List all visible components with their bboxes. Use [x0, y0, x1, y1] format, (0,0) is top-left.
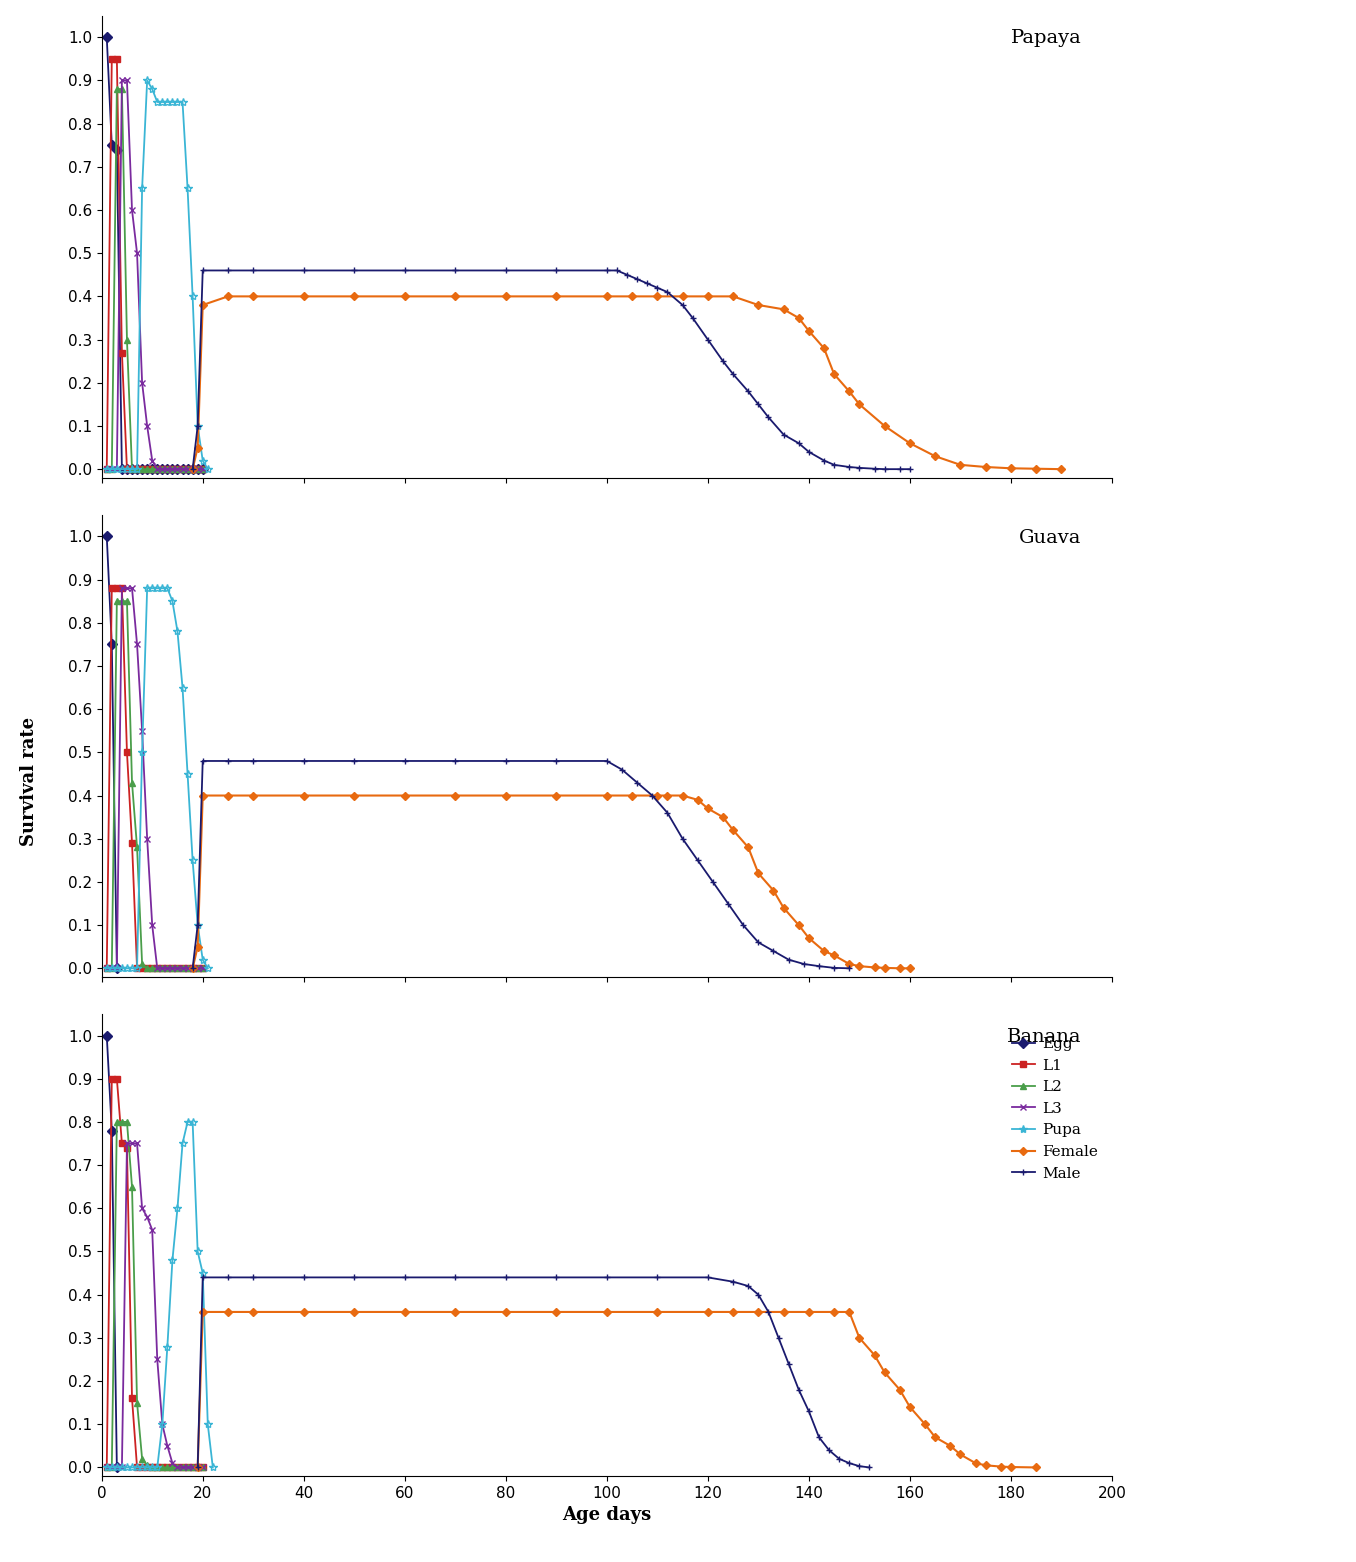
- Text: Survival rate: Survival rate: [20, 717, 38, 845]
- Text: Banana: Banana: [1008, 1028, 1082, 1047]
- Text: Guava: Guava: [1020, 528, 1082, 547]
- Legend: Egg, L1, L2, L3, Pupa, Female, Male: Egg, L1, L2, L3, Pupa, Female, Male: [1006, 1031, 1104, 1187]
- X-axis label: Age days: Age days: [563, 1506, 651, 1525]
- Text: Papaya: Papaya: [1010, 30, 1082, 47]
